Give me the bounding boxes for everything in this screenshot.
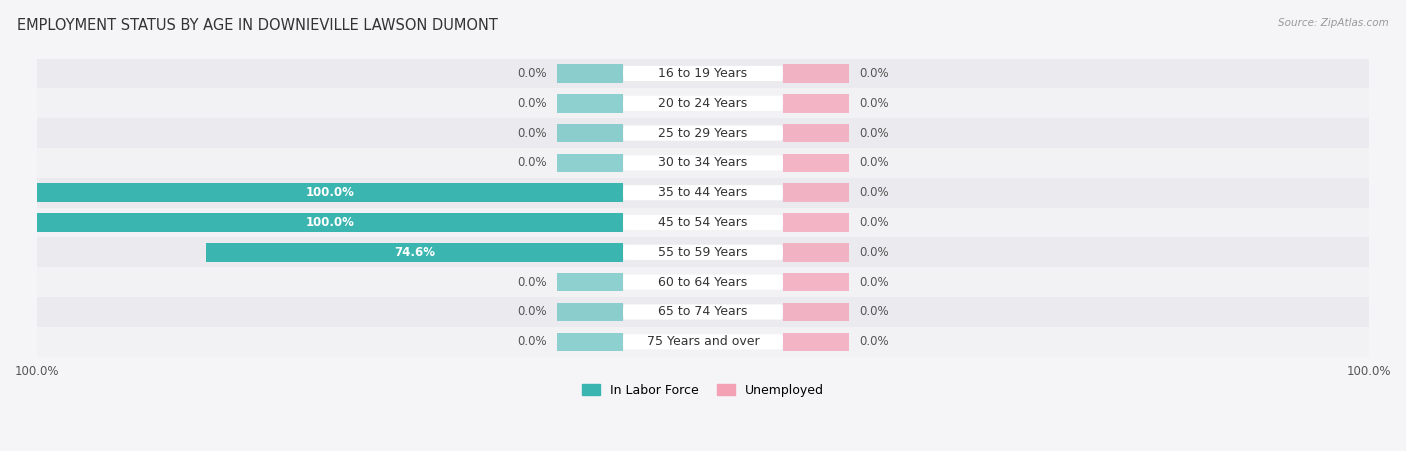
Bar (557, 303, 623, 321)
FancyBboxPatch shape (623, 245, 783, 260)
Bar (783, 332, 849, 351)
FancyBboxPatch shape (623, 215, 783, 230)
Bar (783, 243, 849, 262)
Bar (37, 148, 1369, 178)
Bar (37, 267, 1369, 297)
Text: 0.0%: 0.0% (859, 216, 889, 229)
FancyBboxPatch shape (623, 96, 783, 111)
Text: 45 to 54 Years: 45 to 54 Years (658, 216, 748, 229)
Bar (37, 118, 1369, 148)
Text: 0.0%: 0.0% (859, 186, 889, 199)
Text: 16 to 19 Years: 16 to 19 Years (658, 67, 748, 80)
Text: 0.0%: 0.0% (517, 335, 547, 348)
Bar (557, 94, 623, 112)
FancyBboxPatch shape (623, 66, 783, 81)
FancyBboxPatch shape (623, 125, 783, 141)
Bar (783, 124, 849, 143)
Bar (557, 154, 623, 172)
Text: 0.0%: 0.0% (517, 97, 547, 110)
Text: 55 to 59 Years: 55 to 59 Years (658, 246, 748, 259)
Bar (783, 184, 849, 202)
Bar (783, 94, 849, 112)
Text: 0.0%: 0.0% (859, 156, 889, 170)
Bar (783, 273, 849, 291)
Text: 0.0%: 0.0% (859, 127, 889, 140)
Bar (37, 237, 1369, 267)
Legend: In Labor Force, Unemployed: In Labor Force, Unemployed (578, 379, 828, 402)
Text: 0.0%: 0.0% (517, 156, 547, 170)
FancyBboxPatch shape (623, 334, 783, 350)
Text: 0.0%: 0.0% (517, 67, 547, 80)
Bar (37, 88, 1369, 118)
Text: 65 to 74 Years: 65 to 74 Years (658, 305, 748, 318)
Text: 0.0%: 0.0% (859, 276, 889, 289)
Text: 0.0%: 0.0% (859, 97, 889, 110)
Text: 0.0%: 0.0% (859, 335, 889, 348)
Text: 0.0%: 0.0% (517, 127, 547, 140)
Bar (37, 59, 1369, 88)
Bar (37, 207, 1369, 237)
Bar (557, 64, 623, 83)
Text: 60 to 64 Years: 60 to 64 Years (658, 276, 748, 289)
Text: 75 Years and over: 75 Years and over (647, 335, 759, 348)
Bar (557, 124, 623, 143)
Text: 0.0%: 0.0% (517, 305, 547, 318)
Text: 0.0%: 0.0% (517, 276, 547, 289)
Text: 74.6%: 74.6% (394, 246, 436, 259)
Text: EMPLOYMENT STATUS BY AGE IN DOWNIEVILLE LAWSON DUMONT: EMPLOYMENT STATUS BY AGE IN DOWNIEVILLE … (17, 18, 498, 33)
Text: 25 to 29 Years: 25 to 29 Years (658, 127, 748, 140)
FancyBboxPatch shape (623, 304, 783, 319)
Bar (37, 327, 1369, 357)
Bar (37, 184, 623, 202)
Text: 0.0%: 0.0% (859, 305, 889, 318)
FancyBboxPatch shape (623, 185, 783, 200)
Bar (783, 303, 849, 321)
Bar (557, 332, 623, 351)
Text: 100.0%: 100.0% (305, 186, 354, 199)
Text: 20 to 24 Years: 20 to 24 Years (658, 97, 748, 110)
Bar (783, 213, 849, 232)
Text: Source: ZipAtlas.com: Source: ZipAtlas.com (1278, 18, 1389, 28)
Bar (37, 297, 1369, 327)
Bar (207, 243, 623, 262)
Bar (783, 64, 849, 83)
Text: 0.0%: 0.0% (859, 246, 889, 259)
Bar (37, 178, 1369, 207)
Text: 30 to 34 Years: 30 to 34 Years (658, 156, 748, 170)
Text: 35 to 44 Years: 35 to 44 Years (658, 186, 748, 199)
Bar (557, 273, 623, 291)
Bar (37, 213, 623, 232)
FancyBboxPatch shape (623, 155, 783, 170)
Text: 0.0%: 0.0% (859, 67, 889, 80)
Text: 100.0%: 100.0% (305, 216, 354, 229)
Bar (783, 154, 849, 172)
FancyBboxPatch shape (623, 275, 783, 290)
